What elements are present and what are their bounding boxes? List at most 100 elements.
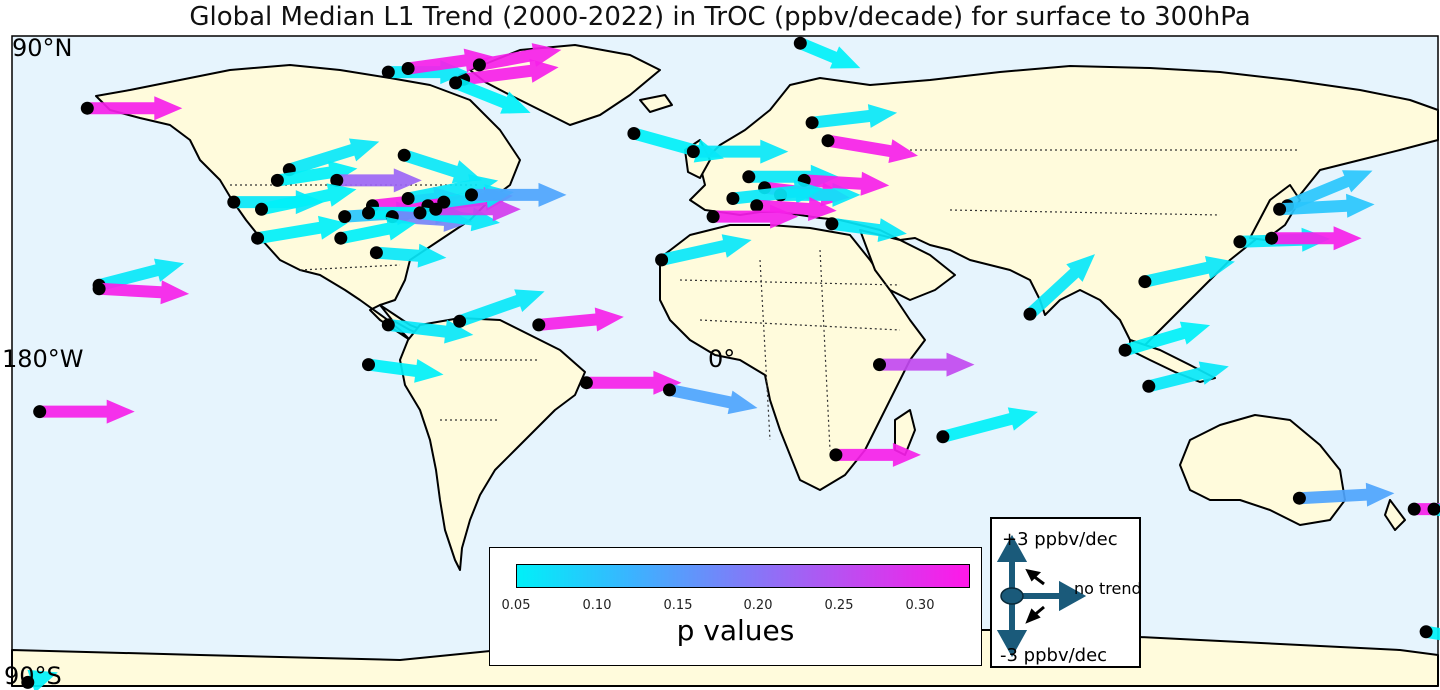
station-marker	[227, 195, 241, 209]
station-marker	[401, 192, 415, 205]
station-marker	[472, 58, 486, 72]
station-marker	[663, 383, 676, 397]
arabia	[859, 229, 956, 301]
station-marker	[1233, 235, 1247, 249]
arrow-shape	[1025, 254, 1096, 319]
arrow-shape	[879, 352, 975, 377]
station-trend-arrow	[1279, 193, 1375, 218]
station-trend-arrow	[1025, 254, 1096, 319]
arrow-shape	[811, 104, 898, 129]
arrow-shape	[98, 280, 190, 305]
station-marker	[1265, 231, 1279, 245]
border-line	[949, 209, 1221, 216]
station-marker	[80, 101, 94, 115]
station-trend-arrow	[732, 179, 823, 205]
station-trend-arrow	[835, 442, 921, 467]
station-marker	[706, 210, 720, 224]
arrow-shape	[586, 370, 682, 395]
station-marker	[821, 134, 835, 148]
arrow-shape	[756, 196, 837, 221]
arrow-shape	[375, 243, 447, 268]
station-marker	[726, 192, 740, 205]
station-marker	[1292, 491, 1306, 505]
station-marker	[92, 282, 106, 296]
arrow-shape	[803, 171, 890, 196]
arrow-shape	[835, 442, 921, 467]
station-marker	[1142, 379, 1156, 393]
colorbar-label: p values	[676, 614, 795, 647]
station-marker	[873, 358, 886, 372]
arrow-shape	[478, 43, 562, 71]
station-trend-arrow	[827, 134, 918, 163]
arrow-shape	[339, 216, 416, 245]
station-trend-arrow	[406, 174, 499, 205]
arrow-shape	[336, 168, 422, 193]
station-trend-arrow	[39, 399, 135, 424]
station-trend-arrow	[803, 171, 890, 196]
station-marker	[1138, 275, 1152, 289]
station-trend-arrow	[1123, 321, 1211, 356]
station-trend-arrow	[387, 318, 474, 344]
station-marker	[750, 199, 764, 213]
station-marker	[829, 448, 843, 462]
station-trend-arrow	[1299, 482, 1395, 507]
arrow-shape	[406, 174, 499, 205]
arrow-shape	[668, 384, 758, 415]
border-line	[819, 249, 831, 451]
arrow-shape	[462, 58, 559, 86]
station-trend-arrow	[97, 258, 185, 292]
arrow-shape	[87, 96, 183, 121]
station-marker	[33, 405, 47, 419]
arrow-shape	[407, 48, 494, 75]
south-america-landmass	[399, 317, 586, 571]
station-marker	[686, 145, 700, 159]
station-trend-arrow	[1285, 170, 1373, 212]
station-marker	[1419, 625, 1433, 639]
arrow-shape	[660, 234, 752, 266]
arrow-shape	[1285, 170, 1373, 212]
station-trend-arrow	[1271, 226, 1362, 251]
station-trend-arrow	[256, 215, 348, 245]
arrow-shape	[827, 134, 918, 163]
station-marker	[381, 65, 395, 79]
station-marker	[413, 206, 427, 220]
station-marker	[453, 314, 467, 328]
border-line	[679, 279, 901, 286]
arrow-shape	[387, 318, 474, 344]
station-marker	[1118, 343, 1132, 357]
legend-no-trend-label: no trend	[1074, 579, 1142, 598]
station-marker	[381, 318, 395, 332]
arrow-shape	[831, 217, 907, 242]
arrow-shape	[1147, 361, 1229, 393]
station-marker	[449, 76, 463, 90]
station-marker	[1023, 307, 1037, 321]
colorbar-panel: 0.05 0.10 0.15 0.20 0.25 0.30 p values	[489, 547, 982, 666]
arrow-shape	[1143, 255, 1235, 288]
station-trend-arrow	[831, 217, 907, 242]
colorbar-tick: 0.20	[743, 598, 773, 613]
arrow-shape	[256, 215, 348, 245]
station-marker	[1407, 502, 1421, 516]
colorbar-tick: 0.05	[501, 598, 531, 613]
station-marker	[362, 358, 375, 372]
station-marker	[793, 36, 807, 50]
arrow-shape	[260, 183, 357, 216]
station-trend-arrow	[471, 182, 567, 207]
arrow-key-diagram	[996, 534, 1087, 658]
station-trend-arrow	[457, 289, 545, 327]
station-marker	[1273, 202, 1287, 216]
longitude-label-west: 180°W	[2, 345, 84, 373]
station-trend-arrow	[797, 37, 861, 69]
arrow-shape	[25, 669, 58, 690]
border-line	[759, 259, 771, 441]
colorbar-tick: 0.30	[905, 598, 935, 613]
arrow-shape	[1123, 321, 1211, 356]
station-trend-arrow	[453, 77, 531, 114]
station-marker	[21, 675, 35, 689]
station-trend-arrow	[1147, 361, 1229, 393]
station-marker	[1427, 502, 1440, 516]
station-marker	[255, 202, 268, 216]
station-trend-arrow	[660, 234, 752, 266]
arrow-shape	[402, 149, 483, 184]
station-marker	[579, 376, 593, 390]
